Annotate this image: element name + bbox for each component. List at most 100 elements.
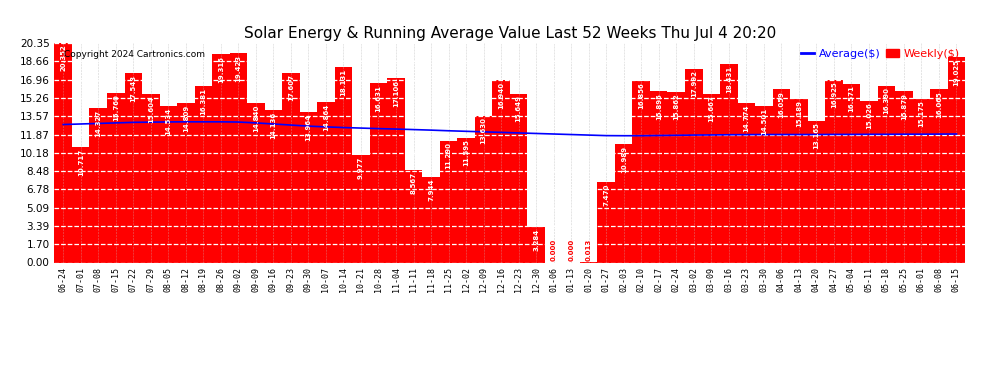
Bar [755, 106, 772, 262]
Text: 13.964: 13.964 [306, 114, 312, 141]
Text: 15.760: 15.760 [113, 94, 119, 121]
Text: 16.571: 16.571 [848, 86, 854, 112]
Bar [387, 78, 405, 262]
Bar [230, 53, 248, 262]
Text: 16.940: 16.940 [498, 81, 504, 109]
Text: 14.809: 14.809 [183, 105, 189, 132]
Legend: Average($), Weekly($): Average($), Weekly($) [801, 49, 959, 59]
Text: 16.390: 16.390 [883, 87, 889, 114]
Bar [72, 147, 89, 262]
Text: 14.840: 14.840 [252, 104, 258, 132]
Text: 9.977: 9.977 [358, 157, 364, 179]
Text: 11.595: 11.595 [463, 139, 469, 166]
Text: 15.175: 15.175 [919, 100, 925, 128]
Bar [195, 86, 212, 262]
Bar [405, 170, 423, 262]
Bar [878, 86, 895, 262]
Text: 19.025: 19.025 [953, 59, 959, 86]
Bar [107, 93, 125, 262]
Bar [913, 99, 931, 262]
Bar [597, 182, 615, 262]
Bar [808, 121, 825, 262]
Text: 16.381: 16.381 [200, 87, 206, 114]
Text: 7.470: 7.470 [603, 184, 609, 206]
Bar [790, 99, 808, 262]
Text: 10.717: 10.717 [78, 148, 84, 176]
Bar [352, 155, 369, 262]
Text: 15.604: 15.604 [148, 96, 153, 123]
Bar [772, 89, 790, 262]
Text: 15.879: 15.879 [901, 93, 907, 120]
Text: 17.543: 17.543 [131, 75, 137, 102]
Text: 10.989: 10.989 [621, 146, 627, 173]
Bar [89, 108, 107, 262]
Bar [125, 74, 142, 262]
Bar [369, 83, 387, 262]
Text: 15.649: 15.649 [516, 95, 522, 122]
Text: 15.895: 15.895 [655, 93, 661, 120]
Bar [440, 141, 457, 262]
Text: Copyright 2024 Cartronics.com: Copyright 2024 Cartronics.com [63, 50, 205, 59]
Bar [475, 116, 492, 262]
Text: 14.501: 14.501 [761, 108, 767, 135]
Text: 16.065: 16.065 [936, 91, 941, 118]
Bar [615, 144, 633, 262]
Text: 16.631: 16.631 [375, 85, 381, 112]
Text: 13.165: 13.165 [814, 122, 820, 149]
Bar [860, 100, 878, 262]
Text: 16.059: 16.059 [778, 91, 784, 118]
Bar [895, 92, 913, 262]
Bar [825, 80, 842, 262]
Text: 17.992: 17.992 [691, 70, 697, 97]
Text: 16.856: 16.856 [639, 82, 644, 109]
Text: 14.327: 14.327 [95, 110, 101, 137]
Bar [335, 67, 352, 262]
Bar [492, 80, 510, 262]
Bar [212, 54, 230, 262]
Bar [931, 89, 947, 262]
Bar [667, 92, 685, 262]
Text: 13.630: 13.630 [480, 117, 486, 144]
Bar [633, 81, 650, 262]
Bar [282, 73, 300, 262]
Bar [423, 177, 440, 262]
Text: 19.315: 19.315 [218, 56, 224, 83]
Bar [54, 43, 72, 262]
Text: 3.284: 3.284 [534, 229, 540, 251]
Text: 20.352: 20.352 [60, 45, 66, 72]
Text: 11.290: 11.290 [446, 142, 451, 170]
Text: 14.864: 14.864 [323, 104, 329, 131]
Bar [300, 112, 317, 262]
Title: Solar Energy & Running Average Value Last 52 Weeks Thu Jul 4 20:20: Solar Energy & Running Average Value Las… [244, 26, 776, 40]
Text: 0.000: 0.000 [568, 239, 574, 261]
Bar [528, 227, 545, 262]
Bar [159, 106, 177, 262]
Bar [177, 103, 195, 262]
Bar [142, 94, 159, 262]
Bar [248, 102, 264, 262]
Bar [842, 84, 860, 262]
Bar [738, 103, 755, 262]
Text: 0.013: 0.013 [586, 239, 592, 261]
Bar [317, 102, 335, 262]
Bar [685, 69, 703, 262]
Bar [720, 64, 738, 262]
Text: 14.534: 14.534 [165, 108, 171, 135]
Text: 17.106: 17.106 [393, 80, 399, 107]
Bar [703, 94, 720, 262]
Text: 14.774: 14.774 [743, 105, 749, 132]
Text: 14.136: 14.136 [270, 112, 276, 139]
Text: 18.431: 18.431 [726, 65, 732, 93]
Bar [264, 110, 282, 262]
Text: 15.026: 15.026 [866, 102, 872, 129]
Text: 15.189: 15.189 [796, 100, 802, 128]
Text: 16.925: 16.925 [831, 82, 837, 108]
Text: 8.567: 8.567 [411, 172, 417, 194]
Bar [510, 94, 528, 262]
Text: 19.423: 19.423 [236, 55, 242, 82]
Text: 0.000: 0.000 [550, 239, 556, 261]
Text: 17.607: 17.607 [288, 74, 294, 101]
Text: 7.944: 7.944 [428, 178, 434, 201]
Text: 15.667: 15.667 [708, 95, 714, 122]
Bar [947, 57, 965, 262]
